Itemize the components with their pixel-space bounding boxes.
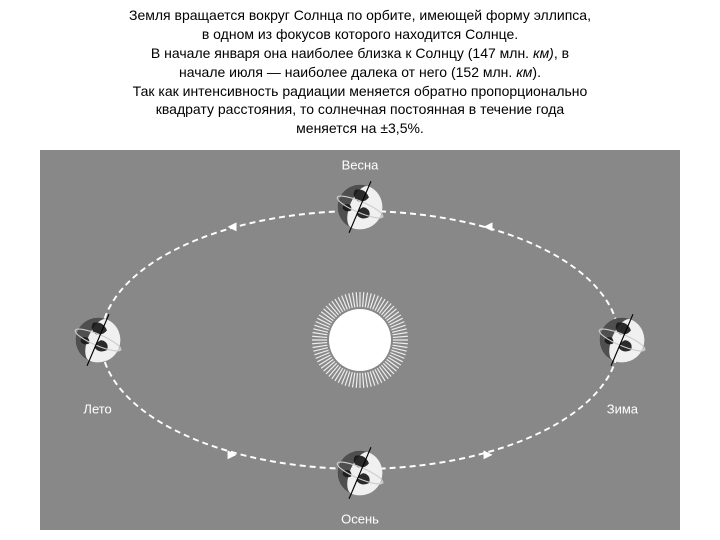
line4b: км — [516, 64, 532, 80]
line3a: В начале января она наиболее близка к Со… — [151, 45, 533, 61]
earth-label-summer: Лето — [83, 401, 111, 416]
earth-spring — [332, 179, 388, 235]
earth-label-autumn: Осень — [341, 511, 379, 526]
line5: Так как интенсивность радиации меняется … — [133, 83, 588, 99]
line3b: км) — [533, 45, 554, 61]
earth-label-winter: Зима — [607, 401, 638, 416]
line3c: , в — [554, 45, 569, 61]
orbit-arrow-icon: ▸ — [227, 444, 236, 465]
orbit-arrow-icon: ▸ — [483, 444, 492, 465]
orbit-arrow-icon: ◂ — [227, 216, 236, 237]
line2: в одном из фокусов которого находится Со… — [202, 26, 518, 42]
line4a: начале июля — наиболее далека от него (1… — [179, 64, 516, 80]
line1: Земля вращается вокруг Солнца по орбите,… — [129, 7, 591, 23]
earth-winter — [594, 312, 650, 368]
line7: меняется на ±3,5%. — [296, 120, 424, 136]
line6: квадрату расстояния, то солнечная постоя… — [156, 101, 564, 117]
earth-summer — [70, 312, 126, 368]
orbit-arrow-icon: ◂ — [483, 216, 492, 237]
earth-autumn — [332, 445, 388, 501]
sun-corona-icon — [310, 290, 410, 390]
orbit-diagram: ◂ ◂ ▸ ▸ Весна Зима Осень Лето — [40, 150, 680, 530]
earth-label-spring: Весна — [342, 158, 379, 173]
line4c: ). — [532, 64, 541, 80]
description-text: Земля вращается вокруг Солнца по орбите,… — [0, 0, 720, 142]
